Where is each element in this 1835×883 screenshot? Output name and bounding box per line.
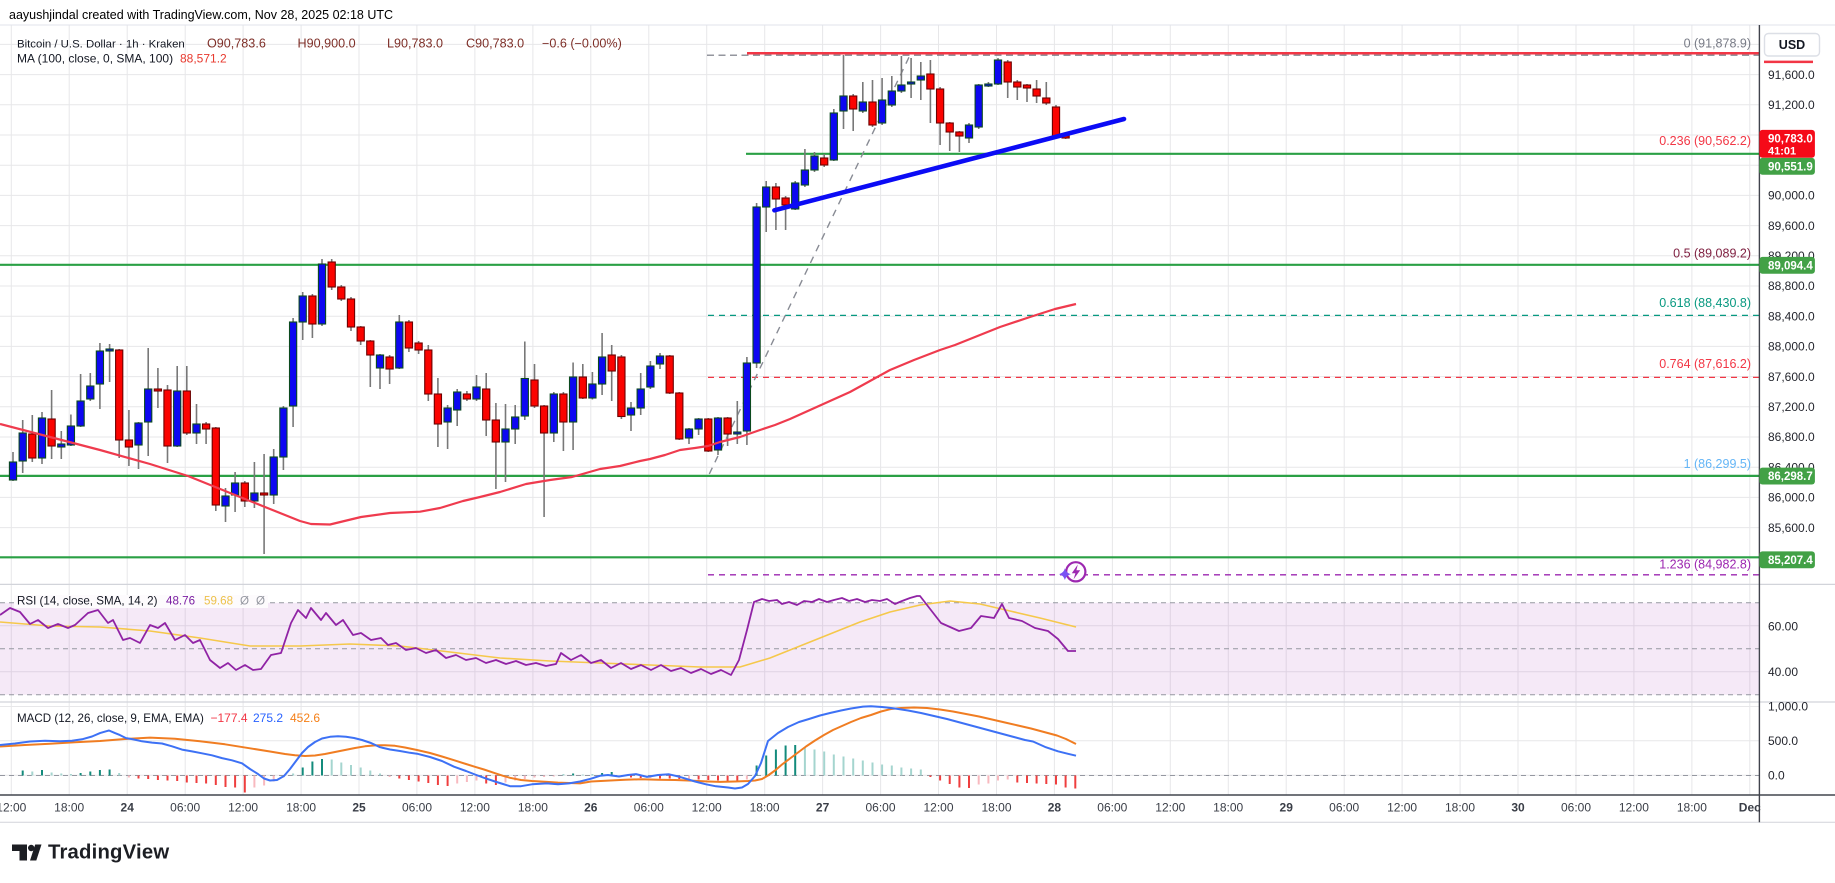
svg-text:88,571.2: 88,571.2 [180, 52, 227, 66]
svg-text:26: 26 [584, 801, 598, 815]
svg-text:0.236 (90,562.2): 0.236 (90,562.2) [1659, 134, 1751, 148]
svg-text:12:00: 12:00 [692, 801, 722, 815]
svg-text:59.68: 59.68 [204, 595, 233, 608]
svg-text:18:00: 18:00 [1677, 801, 1707, 815]
svg-text:1,000.0: 1,000.0 [1768, 700, 1808, 714]
svg-text:85,207.4: 85,207.4 [1768, 555, 1813, 567]
svg-text:18:00: 18:00 [981, 801, 1011, 815]
svg-text:0.764 (87,616.2): 0.764 (87,616.2) [1659, 357, 1751, 371]
svg-text:18:00: 18:00 [1445, 801, 1475, 815]
svg-text:90,000.0: 90,000.0 [1768, 189, 1815, 203]
svg-text:27: 27 [816, 801, 830, 815]
svg-text:89,600.0: 89,600.0 [1768, 219, 1815, 233]
svg-text:91,600.0: 91,600.0 [1768, 68, 1815, 82]
svg-text:86,800.0: 86,800.0 [1768, 430, 1815, 444]
svg-text:Ø: Ø [240, 595, 249, 608]
svg-text:85,600.0: 85,600.0 [1768, 521, 1815, 535]
svg-text:aayushjindal created with Trad: aayushjindal created with TradingView.co… [9, 8, 393, 22]
svg-text:−0.6 (−0.00%): −0.6 (−0.00%) [542, 37, 622, 51]
svg-text:12:00: 12:00 [228, 801, 258, 815]
svg-text:L90,783.0: L90,783.0 [387, 37, 443, 51]
svg-text:86,298.7: 86,298.7 [1768, 471, 1813, 483]
svg-text:18:00: 18:00 [518, 801, 548, 815]
svg-text:41:01: 41:01 [1768, 145, 1796, 157]
svg-text:275.2: 275.2 [253, 711, 283, 725]
svg-text:18:00: 18:00 [750, 801, 780, 815]
svg-text:90,783.0: 90,783.0 [1768, 134, 1813, 146]
svg-text:MACD (12, 26, close, 9, EMA, E: MACD (12, 26, close, 9, EMA, EMA) [17, 712, 204, 725]
svg-text:48.76: 48.76 [166, 595, 195, 608]
svg-text:90,551.9: 90,551.9 [1768, 162, 1813, 174]
svg-text:06:00: 06:00 [1561, 801, 1591, 815]
svg-text:24: 24 [121, 801, 135, 815]
svg-text:0 (91,878.9): 0 (91,878.9) [1684, 36, 1751, 50]
svg-text:−177.4: −177.4 [211, 711, 248, 725]
svg-text:12:00: 12:00 [1387, 801, 1417, 815]
svg-text:06:00: 06:00 [402, 801, 432, 815]
svg-text:87,200.0: 87,200.0 [1768, 400, 1815, 414]
svg-text:C90,783.0: C90,783.0 [466, 37, 524, 51]
svg-text:12:00: 12:00 [923, 801, 953, 815]
svg-text:06:00: 06:00 [865, 801, 895, 815]
svg-text:0.5 (89,089.2): 0.5 (89,089.2) [1673, 247, 1751, 261]
svg-text:18:00: 18:00 [1213, 801, 1243, 815]
svg-text:RSI (14, close, SMA, 14, 2): RSI (14, close, SMA, 14, 2) [17, 595, 158, 608]
svg-text:91,200.0: 91,200.0 [1768, 98, 1815, 112]
svg-text:06:00: 06:00 [1097, 801, 1127, 815]
svg-text:12:00: 12:00 [1619, 801, 1649, 815]
svg-text:1 (86,299.5): 1 (86,299.5) [1684, 457, 1751, 471]
svg-text:18:00: 18:00 [286, 801, 316, 815]
svg-text:12:00: 12:00 [1155, 801, 1185, 815]
svg-text:1.236 (84,982.8): 1.236 (84,982.8) [1659, 557, 1751, 571]
svg-text:Bitcoin / U.S. Dollar · 1h · K: Bitcoin / U.S. Dollar · 1h · Kraken [17, 39, 185, 51]
svg-text:0.618 (88,430.8): 0.618 (88,430.8) [1659, 296, 1751, 310]
svg-text:0.0: 0.0 [1768, 769, 1785, 783]
svg-text:MA (100, close, 0, SMA, 100): MA (100, close, 0, SMA, 100) [17, 52, 173, 66]
svg-text:89,094.4: 89,094.4 [1768, 261, 1813, 273]
svg-text:500.0: 500.0 [1768, 734, 1798, 748]
svg-text:USD: USD [1779, 38, 1805, 52]
svg-text:88,400.0: 88,400.0 [1768, 309, 1815, 323]
svg-text:18:00: 18:00 [54, 801, 84, 815]
svg-text:30: 30 [1511, 801, 1525, 815]
svg-text:28: 28 [1048, 801, 1062, 815]
svg-text:O90,783.6: O90,783.6 [207, 37, 266, 51]
svg-text:TradingView: TradingView [48, 842, 169, 864]
svg-text:06:00: 06:00 [170, 801, 200, 815]
svg-text:06:00: 06:00 [1329, 801, 1359, 815]
svg-text:87,600.0: 87,600.0 [1768, 370, 1815, 384]
svg-text:12:00: 12:00 [460, 801, 490, 815]
svg-text:86,000.0: 86,000.0 [1768, 491, 1815, 505]
svg-text:40.00: 40.00 [1768, 665, 1798, 679]
svg-text:06:00: 06:00 [634, 801, 664, 815]
svg-text:25: 25 [352, 801, 366, 815]
svg-text:Dec: Dec [1739, 801, 1761, 815]
svg-text:Ø: Ø [256, 595, 265, 608]
svg-text:452.6: 452.6 [290, 711, 320, 725]
svg-text:60.00: 60.00 [1768, 620, 1798, 634]
svg-text:88,800.0: 88,800.0 [1768, 279, 1815, 293]
svg-text:29: 29 [1280, 801, 1294, 815]
svg-text:88,000.0: 88,000.0 [1768, 340, 1815, 354]
svg-text:12:00: 12:00 [0, 801, 27, 815]
svg-text:H90,900.0: H90,900.0 [298, 37, 356, 51]
